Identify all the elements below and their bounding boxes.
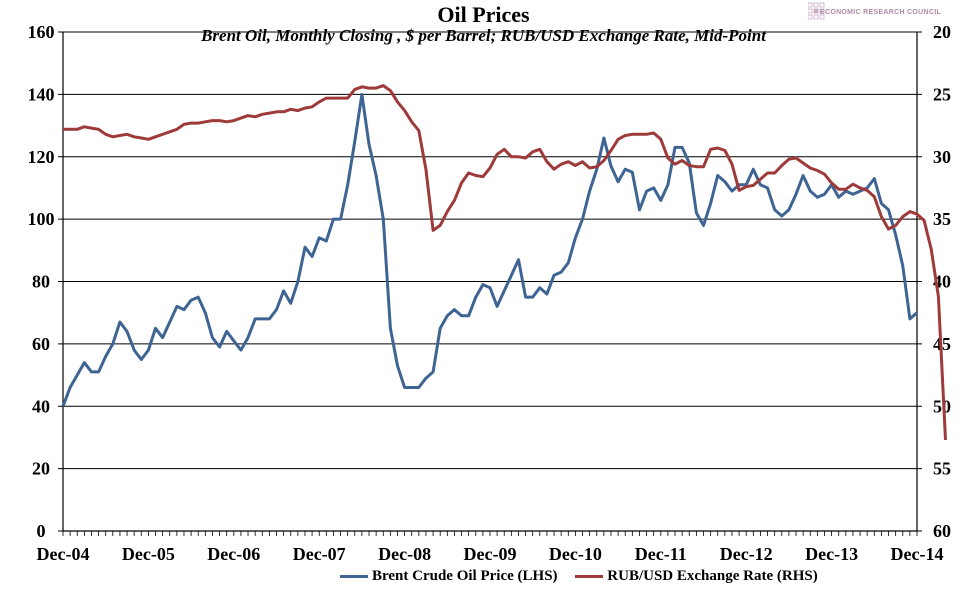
x-tick-label: Dec-05: [122, 544, 175, 564]
right-tick-label: 60: [933, 521, 951, 541]
series-lines: [61, 84, 947, 440]
legend-item-rub: RUB/USD Exchange Rate (RHS): [575, 568, 818, 585]
legend-item-brent: Brent Crude Oil Price (LHS): [340, 568, 558, 585]
left-tick-label: 40: [32, 396, 50, 416]
x-tick-label: Dec-10: [549, 544, 602, 564]
x-tick-label: Dec-08: [378, 544, 431, 564]
right-tick-label: 30: [933, 147, 951, 167]
x-tick-label: Dec-13: [805, 544, 858, 564]
x-tick-label: Dec-11: [635, 544, 687, 564]
chart-title: Oil Prices: [437, 2, 530, 27]
right-tick-label: 25: [933, 84, 951, 104]
logo-text: ECONOMIC RESEARCH COUNCIL: [820, 9, 942, 16]
legend-label-rub: RUB/USD Exchange Rate (RHS): [607, 568, 818, 584]
grid-lines: [63, 31, 917, 470]
left-tick-label: 120: [28, 147, 55, 167]
legend-label-brent: Brent Crude Oil Price (LHS): [372, 568, 558, 584]
left-tick-label: 100: [28, 209, 55, 229]
left-tick-label: 60: [32, 334, 50, 354]
right-tick-label: 35: [933, 209, 951, 229]
x-tick-label: Dec-04: [37, 544, 90, 564]
chart-subtitle: Brent Oil, Monthly Closing , $ per Barre…: [201, 26, 766, 45]
x-tick-label: Dec-14: [891, 544, 944, 564]
right-tick-label: 50: [933, 396, 951, 416]
x-tick-label: Dec-12: [720, 544, 773, 564]
x-axis-ticks: Dec-04 Dec-05 Dec-06 Dec-07 Dec-08 Dec-09 Dec-…: [37, 531, 944, 564]
logo-icon: [808, 2, 825, 20]
legend-swatch-rub: [575, 575, 604, 579]
right-tick-label: 20: [933, 22, 951, 42]
left-tick-label: 80: [32, 272, 50, 292]
left-axis-ticks: 0 20 40 60 80 100 120 140 160: [28, 22, 63, 541]
legend: Brent Crude Oil Price (LHS) RUB/USD Exch…: [340, 568, 832, 585]
left-tick-label: 140: [28, 84, 55, 104]
left-tick-label: 160: [28, 22, 55, 42]
left-tick-label: 20: [32, 459, 50, 479]
x-tick-label: Dec-06: [207, 544, 260, 564]
x-tick-label: Dec-07: [293, 544, 346, 564]
legend-swatch-brent: [340, 575, 368, 579]
series-line-brent: [61, 92, 918, 407]
right-tick-label: 55: [933, 459, 951, 479]
series-line-rub: [63, 84, 947, 440]
x-tick-label: Dec-09: [464, 544, 517, 564]
left-tick-label: 0: [37, 521, 46, 541]
